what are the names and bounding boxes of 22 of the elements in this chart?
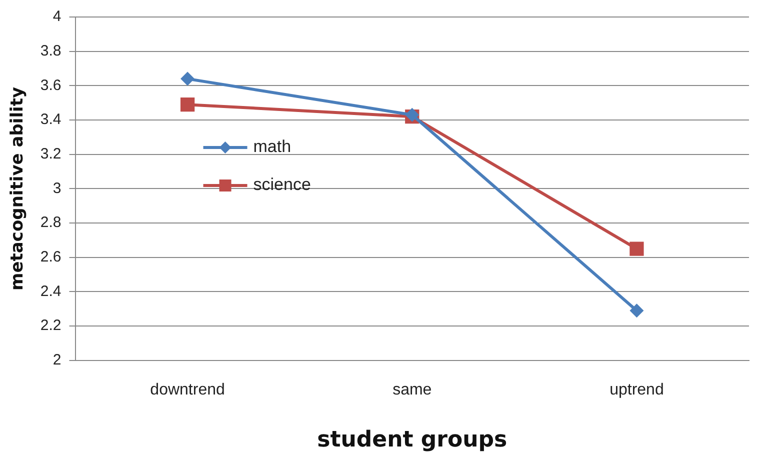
y-tick-label: 3.4 xyxy=(40,111,62,128)
x-axis-title: student groups xyxy=(317,428,508,453)
legend-label: math xyxy=(253,137,292,156)
y-tick-label: 2.8 xyxy=(40,214,62,232)
point xyxy=(630,242,644,256)
legend-label: science xyxy=(253,175,311,194)
y-tick-label: 3.2 xyxy=(40,146,62,162)
y-tick-label: 2.2 xyxy=(40,317,62,334)
y-tick-label: 4 xyxy=(52,8,62,26)
x-tick-label: same xyxy=(392,381,432,398)
x-tick-label: uptrend xyxy=(610,381,664,398)
y-tick-label: 3.8 xyxy=(40,42,62,60)
y-axis-title: metacognitive ability xyxy=(8,86,28,290)
point xyxy=(180,72,195,86)
y-tick-label: 2 xyxy=(52,352,62,369)
point xyxy=(180,97,195,112)
y-tick-label: 3 xyxy=(52,180,62,197)
y-tick-label: 2.4 xyxy=(40,282,62,300)
y-tick-label: 3.6 xyxy=(40,76,62,94)
point xyxy=(630,304,644,318)
x-tick-label: downtrend xyxy=(150,381,225,398)
y-tick-label: 2.6 xyxy=(40,248,62,266)
